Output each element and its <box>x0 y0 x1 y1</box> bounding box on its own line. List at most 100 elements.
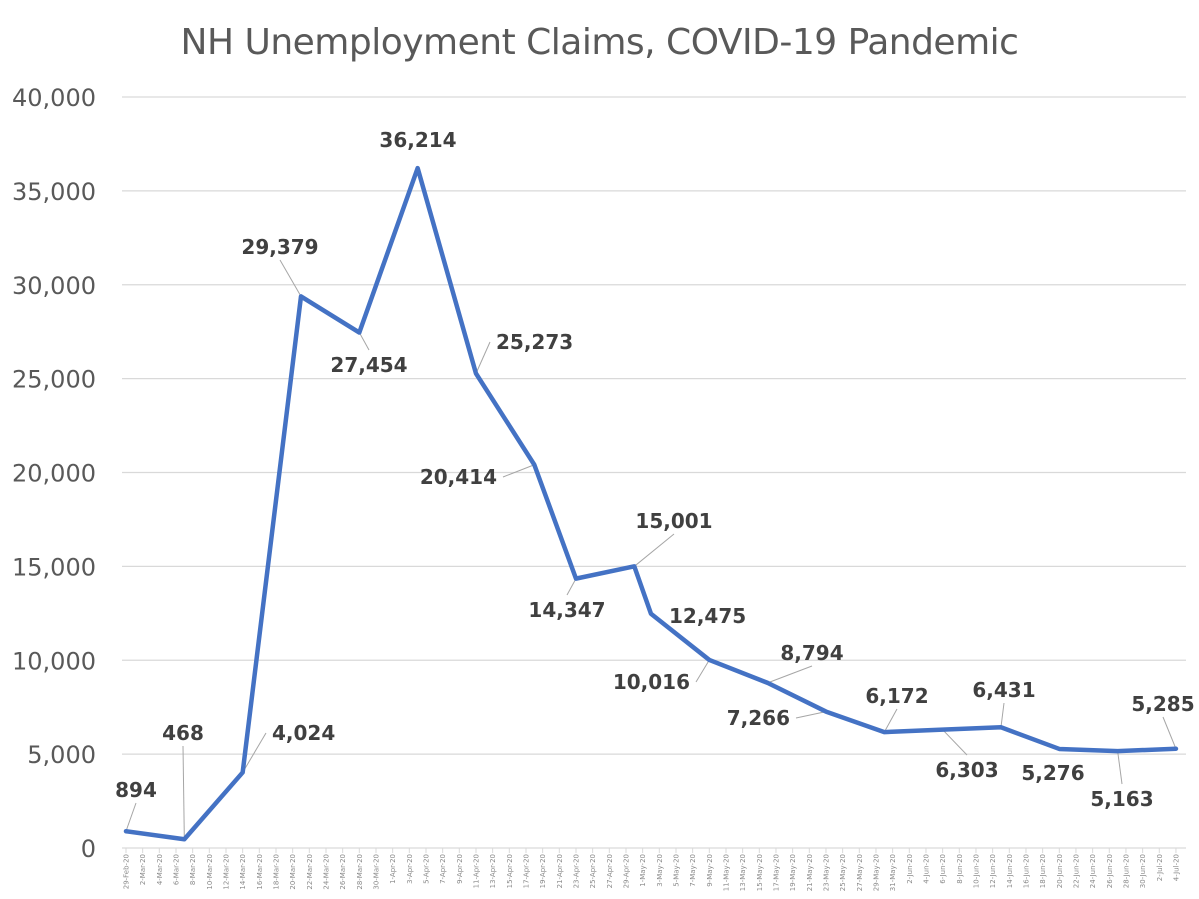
x-tick-label: 26-Jun-20 <box>1106 854 1114 888</box>
x-tick-label: 16-Jun-20 <box>1022 854 1030 888</box>
label-leader-line <box>358 332 370 351</box>
x-axis: 29-Feb-20 2-Mar-20 4-Mar-20 6-Mar-20 8-Mar-2… <box>123 848 1180 891</box>
x-tick-label: 27-Apr-20 <box>606 854 614 888</box>
x-tick-label: 27-May-20 <box>856 854 864 891</box>
gridlines <box>122 96 1186 849</box>
label-leader-line <box>795 711 827 719</box>
x-tick-label: 1-May-20 <box>639 854 647 887</box>
x-tick-label: 31-May-20 <box>889 854 897 891</box>
x-tick-label: 11-May-20 <box>722 854 730 891</box>
x-tick-label: 23-May-20 <box>822 854 830 891</box>
x-tick-label: 6-Jun-20 <box>939 854 947 884</box>
x-tick-label: 21-May-20 <box>806 854 814 891</box>
x-tick-label: 15-May-20 <box>756 854 764 891</box>
data-labels: 894 468 4,024 29,379 27,454 36,214 25,273 20,41… <box>115 128 1195 811</box>
y-tick-label: 25,000 <box>12 366 96 394</box>
x-tick-label: 2-Mar-20 <box>139 854 147 885</box>
y-tick-label: 20,000 <box>12 460 96 488</box>
x-tick-label: 5-May-20 <box>672 854 680 887</box>
x-tick-label: 5-Apr-20 <box>422 854 430 884</box>
y-axis: 0 5,000 10,000 15,000 20,000 25,000 30,000 35,0… <box>12 84 96 863</box>
x-tick-label: 22-Mar-20 <box>306 854 314 890</box>
label-leader-line <box>475 341 491 374</box>
data-label: 894 <box>115 778 157 802</box>
x-tick-label: 26-Mar-20 <box>339 854 347 890</box>
data-label: 12,475 <box>669 604 746 628</box>
x-tick-label: 4-Jul-20 <box>1172 854 1180 881</box>
x-tick-label: 8-Jun-20 <box>956 854 964 884</box>
x-tick-label: 14-Mar-20 <box>239 854 247 890</box>
x-tick-label: 30-Mar-20 <box>372 854 380 890</box>
label-leader-line <box>942 729 968 756</box>
data-label: 15,001 <box>635 509 712 533</box>
x-tick-label: 29-Feb-20 <box>123 854 131 889</box>
x-tick-label: 8-Mar-20 <box>189 854 197 885</box>
x-tick-label: 22-Jun-20 <box>1072 854 1080 888</box>
x-tick-label: 1-Apr-20 <box>389 854 397 884</box>
x-tick-label: 29-May-20 <box>872 854 880 891</box>
y-tick-label: 5,000 <box>27 741 96 769</box>
x-tick-label: 7-May-20 <box>689 854 697 887</box>
data-label: 6,172 <box>865 684 928 708</box>
data-label: 14,347 <box>528 598 605 622</box>
y-tick-label: 30,000 <box>12 272 96 300</box>
label-leader-line <box>695 659 710 683</box>
x-tick-label: 13-Apr-20 <box>489 854 497 888</box>
x-tick-label: 2-Jun-20 <box>906 854 914 884</box>
y-tick-label: 0 <box>81 835 96 863</box>
x-tick-label: 19-Apr-20 <box>539 854 547 888</box>
x-tick-label: 30-Jun-20 <box>1139 854 1147 888</box>
x-tick-label: 17-May-20 <box>772 854 780 891</box>
y-tick-label: 15,000 <box>12 553 96 581</box>
x-tick-label: 17-Apr-20 <box>522 854 530 888</box>
x-tick-label: 25-Apr-20 <box>589 854 597 888</box>
label-leader-line <box>1117 750 1123 785</box>
label-leader-line <box>767 665 813 684</box>
x-tick-label: 14-Jun-20 <box>1006 854 1014 888</box>
x-tick-label: 29-Apr-20 <box>622 854 630 888</box>
label-leader-line <box>566 578 577 596</box>
claims-line <box>123 165 1179 842</box>
label-leader-line <box>1000 702 1005 728</box>
x-tick-label: 24-Mar-20 <box>322 854 330 890</box>
x-tick-label: 19-May-20 <box>789 854 797 891</box>
data-label: 36,214 <box>379 128 456 152</box>
x-tick-label: 4-Mar-20 <box>156 854 164 885</box>
data-label: 25,273 <box>496 330 573 354</box>
data-label: 20,414 <box>420 465 497 489</box>
x-tick-label: 9-May-20 <box>706 854 714 887</box>
data-label: 4,024 <box>272 721 335 745</box>
x-tick-label: 12-Jun-20 <box>989 854 997 888</box>
x-tick-label: 28-Jun-20 <box>1122 854 1130 888</box>
data-label: 5,163 <box>1090 787 1153 811</box>
x-tick-label: 18-Mar-20 <box>272 854 280 890</box>
x-tick-label: 28-Mar-20 <box>356 854 364 890</box>
data-label: 5,285 <box>1131 692 1194 716</box>
x-tick-label: 16-Mar-20 <box>256 854 264 890</box>
x-tick-label: 4-Jun-20 <box>922 854 930 884</box>
x-tick-label: 9-Apr-20 <box>456 854 464 884</box>
data-label: 7,266 <box>727 706 790 730</box>
x-tick-label: 13-May-20 <box>739 854 747 891</box>
y-tick-label: 40,000 <box>12 84 96 112</box>
x-tick-label: 7-Apr-20 <box>439 854 447 884</box>
x-tick-label: 2-Jul-20 <box>1156 854 1164 881</box>
data-label: 10,016 <box>613 670 690 694</box>
x-tick-label: 3-Apr-20 <box>406 854 414 884</box>
x-tick-label: 10-Mar-20 <box>206 854 214 890</box>
x-tick-label: 10-Jun-20 <box>972 854 980 888</box>
label-leader-line <box>125 802 137 832</box>
label-leader-line <box>502 464 535 478</box>
data-label: 6,303 <box>935 758 998 782</box>
x-tick-label: 24-Jun-20 <box>1089 854 1097 888</box>
x-tick-label: 25-May-20 <box>839 854 847 891</box>
label-leader-line <box>633 533 675 567</box>
label-leader-line <box>1162 716 1177 749</box>
label-leader-line <box>182 745 185 840</box>
data-label: 5,276 <box>1021 761 1084 785</box>
data-label-leaders <box>125 259 1177 840</box>
x-tick-label: 15-Apr-20 <box>506 854 514 888</box>
label-leader-line <box>242 732 267 773</box>
data-label: 6,431 <box>972 678 1035 702</box>
